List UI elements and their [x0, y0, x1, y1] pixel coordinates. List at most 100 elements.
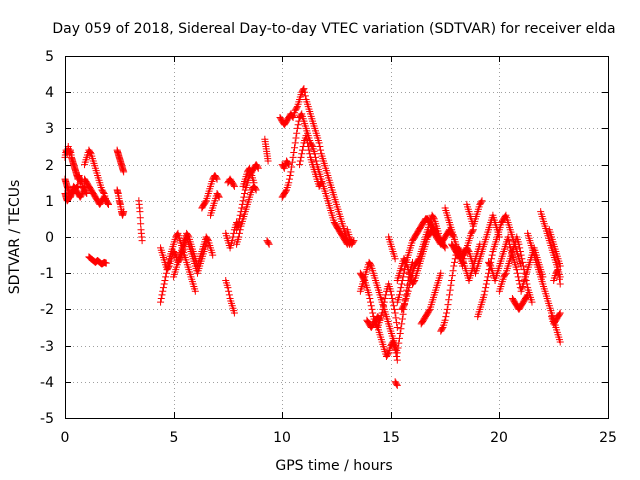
data-point	[366, 295, 374, 303]
data-point	[296, 161, 304, 169]
data-point	[162, 269, 170, 277]
data-point	[136, 208, 144, 216]
data-point	[556, 262, 564, 270]
data-point	[304, 143, 312, 150]
data-point	[201, 198, 209, 206]
data-point	[254, 163, 262, 171]
data-point	[555, 270, 563, 278]
data-point	[160, 280, 168, 288]
data-point	[312, 157, 320, 165]
data-point	[235, 229, 243, 237]
data-point	[225, 287, 233, 295]
data-point	[392, 349, 400, 357]
data-point	[486, 261, 494, 269]
data-point	[224, 284, 232, 292]
data-point	[367, 302, 375, 310]
data-point	[478, 197, 486, 205]
y-tick-label: -5	[40, 411, 54, 427]
data-point	[459, 258, 467, 266]
y-tick-label: 0	[45, 230, 54, 246]
data-point	[291, 139, 299, 147]
data-point	[282, 187, 290, 195]
data-point	[376, 316, 384, 324]
data-point	[505, 237, 513, 245]
data-point	[387, 287, 395, 295]
data-point	[230, 309, 238, 317]
data-point	[446, 286, 454, 294]
data-point	[394, 344, 402, 352]
data-point	[241, 190, 249, 198]
data-point	[214, 192, 222, 200]
x-tick-labels: 0 5 10 15 20 25	[61, 430, 617, 446]
data-point	[458, 262, 466, 270]
data-point	[482, 284, 490, 292]
data-point	[556, 280, 564, 288]
data-point	[360, 275, 368, 283]
data-point	[305, 146, 313, 154]
data-point	[317, 179, 325, 187]
data-point	[513, 266, 521, 274]
data-point	[288, 112, 296, 120]
data-point	[556, 309, 564, 317]
data-point	[516, 244, 524, 252]
data-point	[390, 302, 398, 310]
data-point	[304, 139, 312, 147]
data-point	[298, 150, 306, 158]
data-point	[159, 284, 167, 292]
data-point	[448, 276, 456, 284]
data-point	[235, 233, 243, 241]
data-point	[238, 204, 246, 212]
data-point	[523, 292, 531, 300]
data-point	[367, 261, 375, 269]
data-point	[315, 139, 323, 147]
data-point	[555, 275, 563, 283]
y-tick-label: -4	[40, 375, 54, 391]
y-tick-label: 4	[45, 85, 54, 101]
data-point	[388, 295, 396, 303]
data-point	[405, 284, 413, 292]
data-point	[520, 266, 528, 274]
data-point	[398, 320, 406, 328]
data-point	[161, 276, 169, 284]
data-point	[391, 345, 399, 353]
data-point	[191, 287, 199, 295]
data-point	[398, 280, 406, 288]
data-point	[157, 298, 165, 306]
data-point	[401, 257, 409, 265]
data-point	[445, 291, 453, 299]
data-point	[252, 186, 260, 194]
data-point	[443, 305, 451, 313]
data-point	[285, 175, 293, 183]
chart-title: Day 059 of 2018, Sidereal Day-to-day VTE…	[52, 21, 615, 37]
data-point	[393, 324, 401, 331]
data-point	[516, 247, 524, 255]
data-point	[448, 272, 456, 280]
data-point	[481, 287, 489, 295]
data-point	[239, 197, 247, 205]
data-point	[86, 149, 94, 157]
data-point	[294, 121, 302, 129]
data-point	[136, 214, 144, 222]
data-points	[61, 85, 564, 389]
data-point	[204, 235, 212, 243]
data-point	[137, 220, 145, 228]
data-point	[285, 161, 293, 169]
data-point	[445, 296, 453, 304]
data-point	[225, 291, 233, 299]
data-point	[528, 298, 536, 306]
data-point	[184, 232, 192, 240]
data-point	[293, 129, 301, 137]
y-axis-label: SDTVAR / TECUs	[7, 180, 23, 295]
data-point	[213, 175, 221, 183]
data-point	[212, 174, 220, 182]
data-point	[264, 157, 272, 165]
data-point	[517, 251, 525, 259]
data-point	[514, 269, 521, 277]
data-point	[388, 339, 396, 347]
data-point	[303, 135, 311, 143]
data-point	[287, 168, 295, 176]
data-point	[393, 380, 401, 388]
data-point	[441, 316, 449, 324]
data-point	[519, 262, 527, 270]
data-point	[438, 325, 446, 333]
